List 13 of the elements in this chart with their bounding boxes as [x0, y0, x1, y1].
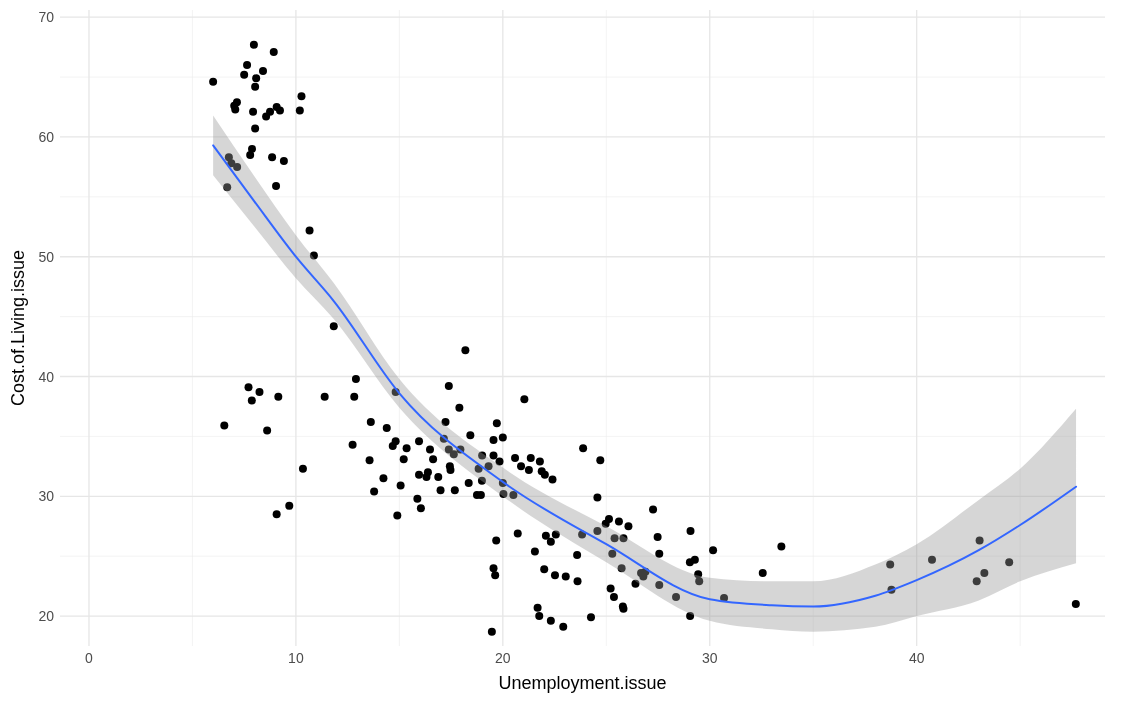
x-axis-title: Unemployment.issue: [498, 673, 667, 693]
x-tick-label: 30: [701, 650, 718, 666]
x-tick-label: 0: [85, 650, 94, 666]
x-tick-label: 20: [495, 650, 511, 666]
y-tick-label: 60: [38, 128, 55, 145]
y-tick-label: 50: [38, 248, 55, 265]
y-tick-label: 40: [38, 368, 55, 385]
x-tick-label: 10: [288, 650, 304, 666]
y-tick-label: 70: [38, 9, 55, 26]
x-tick-label: 40: [908, 650, 925, 666]
y-tick-label: 20: [38, 608, 55, 625]
y-tick-label: 30: [38, 488, 55, 505]
y-axis-title: Cost.of.Living.issue: [8, 249, 28, 407]
